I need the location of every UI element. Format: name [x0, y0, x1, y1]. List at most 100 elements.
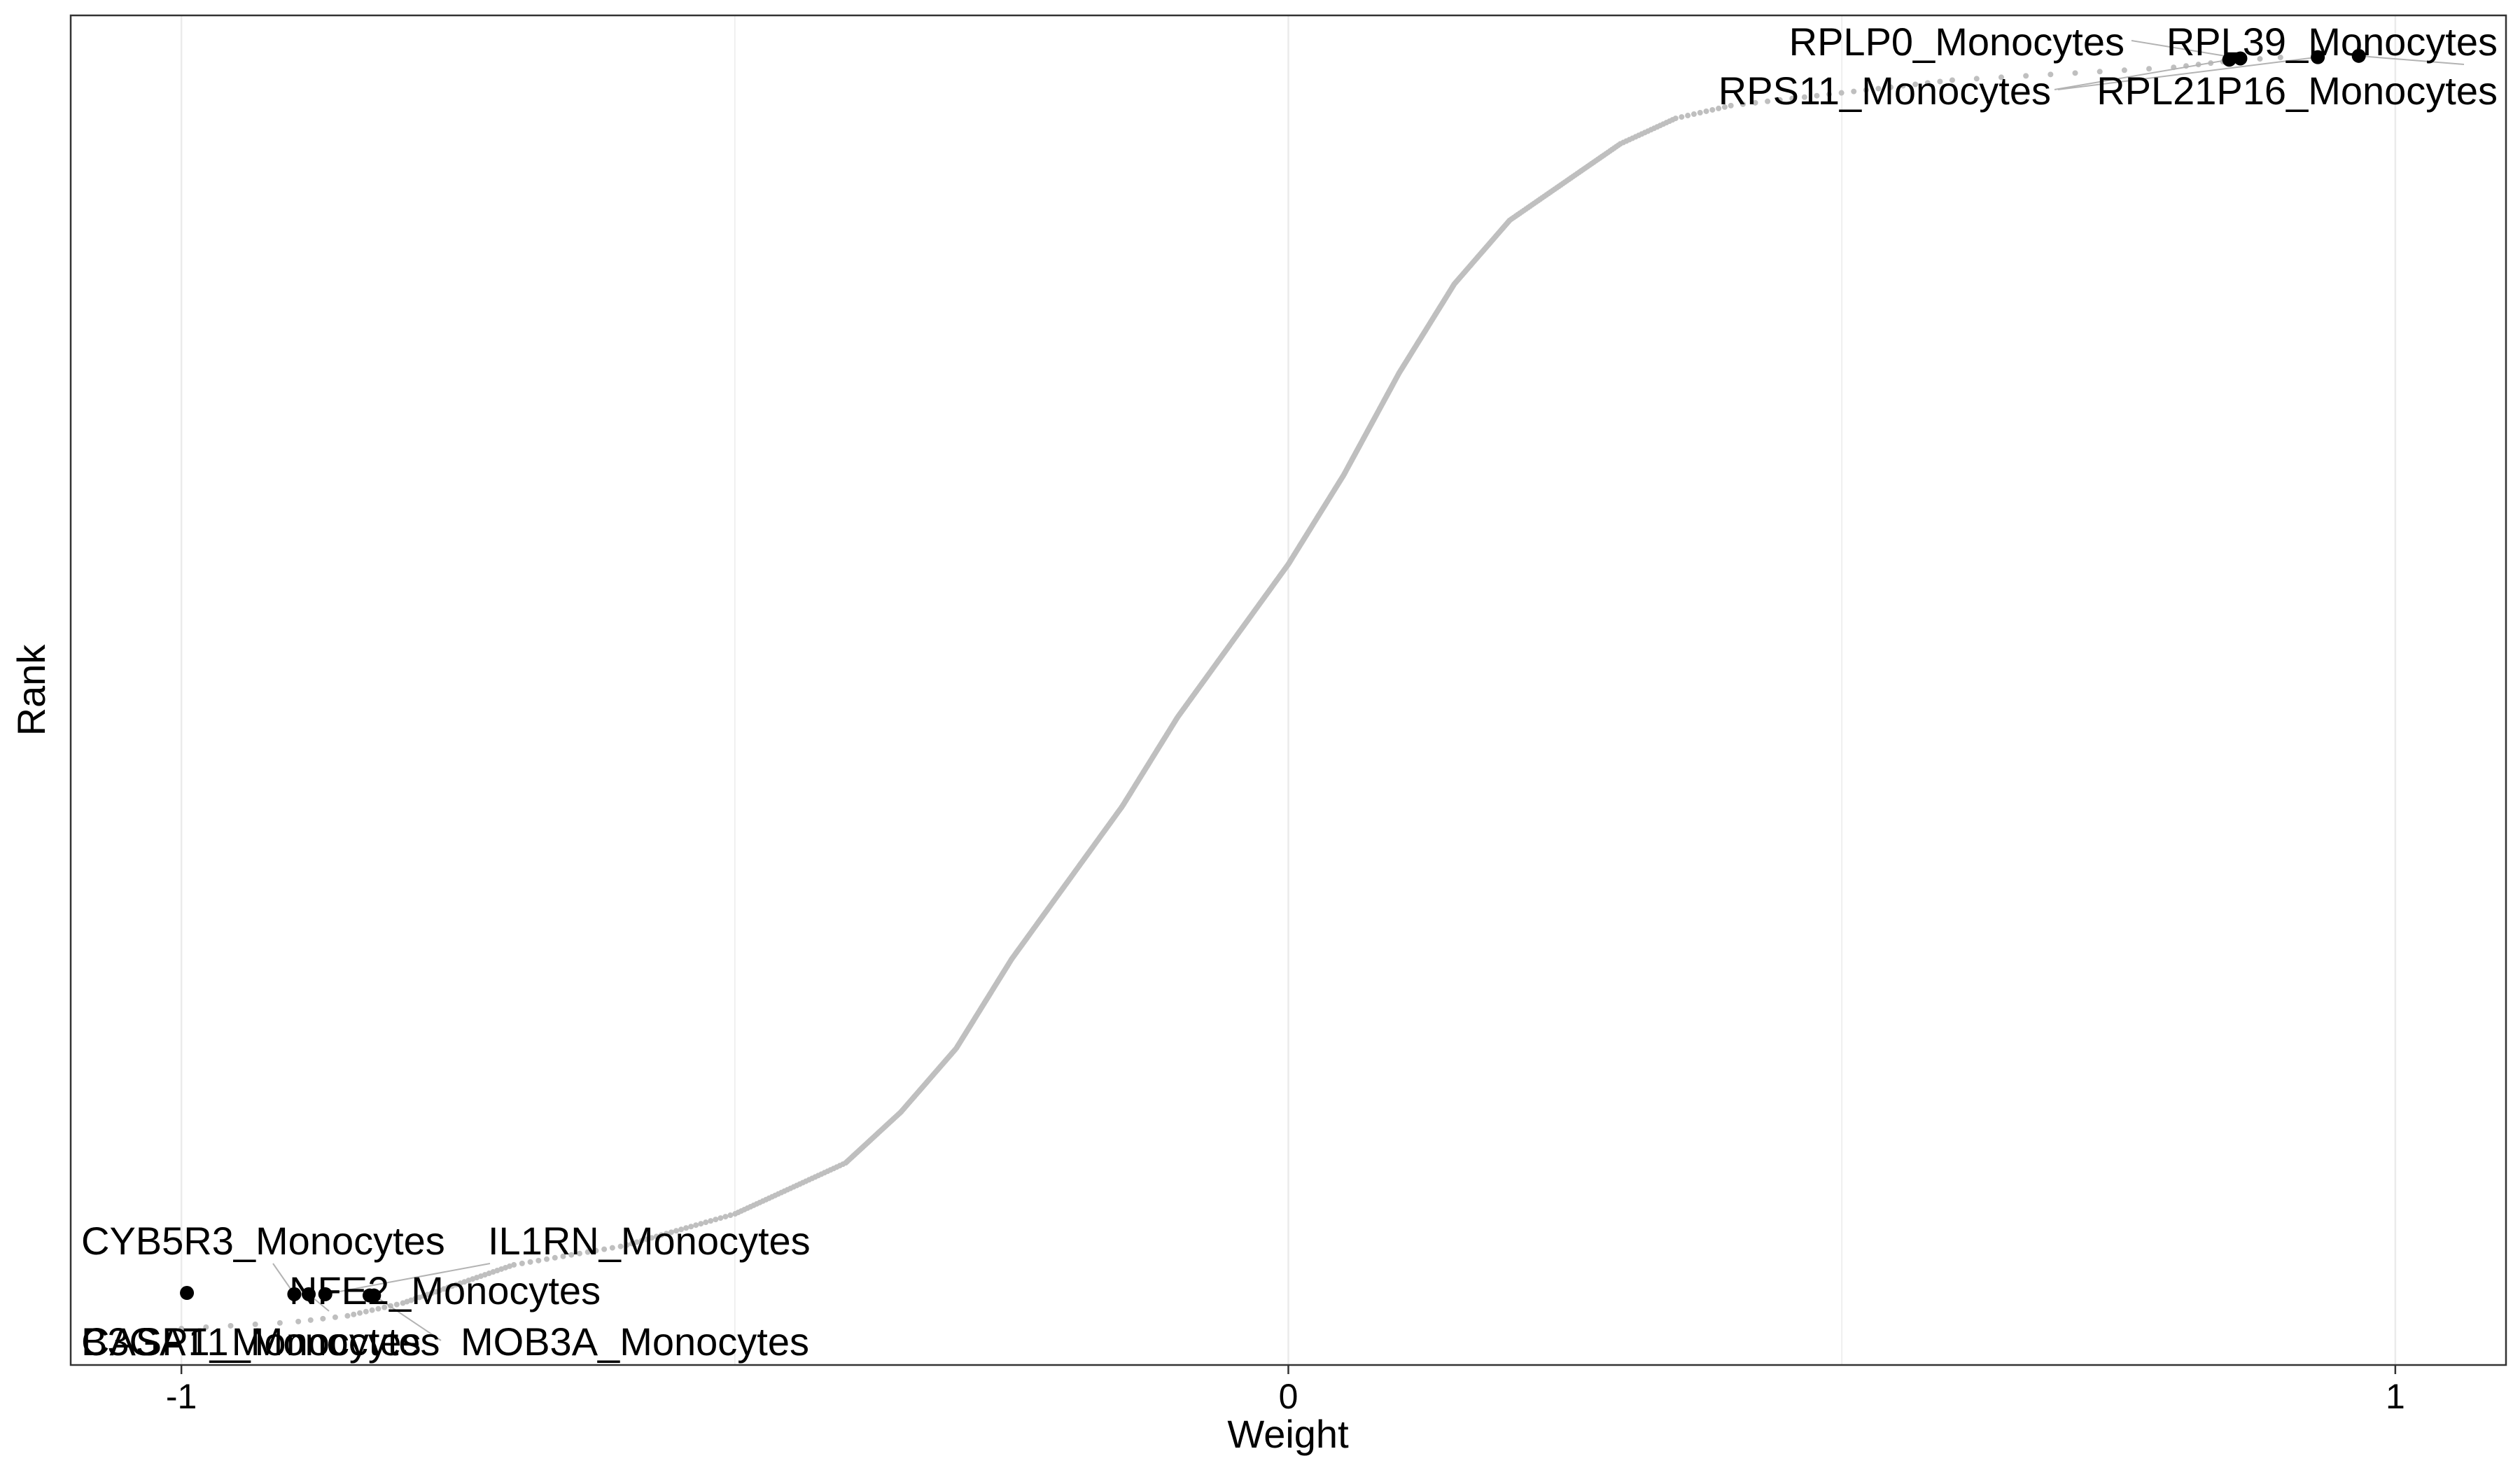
feature-point — [609, 1245, 615, 1251]
feature-point — [668, 1229, 674, 1236]
highlighted-points — [180, 48, 2366, 1303]
feature-point — [617, 1243, 624, 1250]
feature-point — [363, 1308, 369, 1315]
feature-point — [1728, 102, 1734, 108]
feature-point — [1875, 85, 1882, 92]
feature-point — [1703, 108, 1709, 114]
feature-point — [2257, 56, 2263, 62]
point-label: RPLP0_Monocytes — [1789, 20, 2124, 64]
feature-point — [576, 1250, 582, 1256]
leader-line — [2054, 59, 2230, 90]
x-axis-ticks: -1 0 1 — [166, 1365, 2405, 1416]
feature-point — [295, 1318, 302, 1324]
feature-point — [643, 1236, 650, 1242]
feature-point — [718, 1215, 724, 1222]
feature-point — [1690, 111, 1697, 118]
feature-point — [276, 1320, 283, 1326]
highlighted-point — [367, 1288, 382, 1303]
feature-point — [2023, 73, 2029, 79]
feature-point — [1900, 83, 1906, 89]
point-label: RPL21P16_Monocytes — [2096, 69, 2498, 113]
highlighted-point — [301, 1287, 316, 1301]
feature-point — [1721, 104, 1728, 110]
highlighted-point — [2222, 52, 2236, 67]
feature-point — [722, 1214, 729, 1220]
x-axis-title: Weight — [1227, 1412, 1349, 1456]
point-label: RPS11_Monocytes — [1718, 69, 2051, 113]
feature-point — [357, 1310, 363, 1316]
feature-point — [519, 1260, 525, 1266]
feature-point — [584, 1249, 591, 1255]
feature-point — [1838, 90, 1844, 96]
feature-point — [2277, 55, 2283, 61]
feature-point — [1740, 101, 1746, 107]
feature-point — [1949, 77, 1955, 83]
feature-point — [320, 1315, 326, 1322]
feature-point — [552, 1254, 558, 1261]
feature-point — [1973, 76, 1980, 82]
feature-point — [375, 1306, 382, 1312]
feature-point — [2047, 71, 2054, 78]
feature-point — [663, 1231, 669, 1237]
feature-point — [1672, 115, 1679, 122]
y-axis-title: Rank — [9, 644, 53, 736]
feature-point — [1912, 81, 1919, 88]
leader-line — [2358, 55, 2465, 65]
point-label: CASP1_Monocytes — [81, 1320, 421, 1364]
feature-point — [683, 1225, 690, 1231]
feature-point — [344, 1312, 351, 1319]
highlighted-point — [318, 1287, 332, 1301]
leader-line — [325, 1263, 491, 1295]
feature-point — [227, 1322, 234, 1329]
feature-point — [688, 1224, 694, 1230]
x-tick-label: 1 — [2386, 1377, 2405, 1416]
point-label: CYB5R3_Monocytes — [81, 1219, 445, 1263]
feature-point — [2121, 67, 2127, 74]
feature-point — [1765, 98, 1771, 104]
feature-point — [648, 1235, 654, 1241]
point-labels: RPL39_Monocytes RPL21P16_Monocytes RPLP0_M… — [81, 20, 2498, 1364]
feature-point — [536, 1257, 542, 1264]
feature-point — [382, 1304, 388, 1310]
feature-point — [1685, 113, 1691, 119]
feature-point — [1679, 114, 1685, 120]
feature-point — [713, 1217, 719, 1223]
feature-point — [351, 1311, 357, 1317]
x-tick-label: 0 — [1279, 1377, 1298, 1416]
feature-point — [653, 1233, 659, 1240]
x-tick-label: -1 — [166, 1377, 197, 1416]
feature-point — [1863, 87, 1869, 93]
feature-point — [678, 1226, 685, 1233]
feature-point — [511, 1261, 517, 1268]
feature-point — [1998, 74, 2004, 80]
highlighted-point — [287, 1287, 302, 1301]
feature-point — [1752, 99, 1758, 106]
feature-point — [307, 1317, 314, 1323]
leader-line — [2131, 40, 2241, 59]
point-label: IL1RN_Monocytes — [488, 1219, 811, 1263]
feature-point — [1851, 88, 1857, 94]
feature-point — [506, 1263, 512, 1269]
highlighted-point — [2351, 48, 2366, 63]
leader-line — [2057, 56, 2318, 90]
feature-point — [624, 1242, 630, 1248]
feature-point — [629, 1240, 635, 1247]
label-leader-lines — [272, 40, 2465, 1341]
feature-point — [1814, 92, 1820, 99]
feature-point — [252, 1321, 258, 1327]
feature-point — [2072, 70, 2078, 76]
point-label: RPL39_Monocytes — [2166, 20, 2498, 64]
feature-point — [1709, 106, 1716, 113]
feature-point — [178, 1326, 185, 1331]
feature-point — [1801, 94, 1807, 100]
feature-point — [698, 1221, 704, 1227]
feature-point — [638, 1238, 645, 1244]
feature-point — [568, 1252, 575, 1258]
feature-point — [1937, 78, 1943, 85]
feature-point — [393, 1301, 400, 1308]
data-points-all — [178, 52, 2365, 1331]
feature-point — [727, 1212, 734, 1219]
leader-line — [373, 1294, 442, 1341]
feature-point — [703, 1219, 709, 1226]
